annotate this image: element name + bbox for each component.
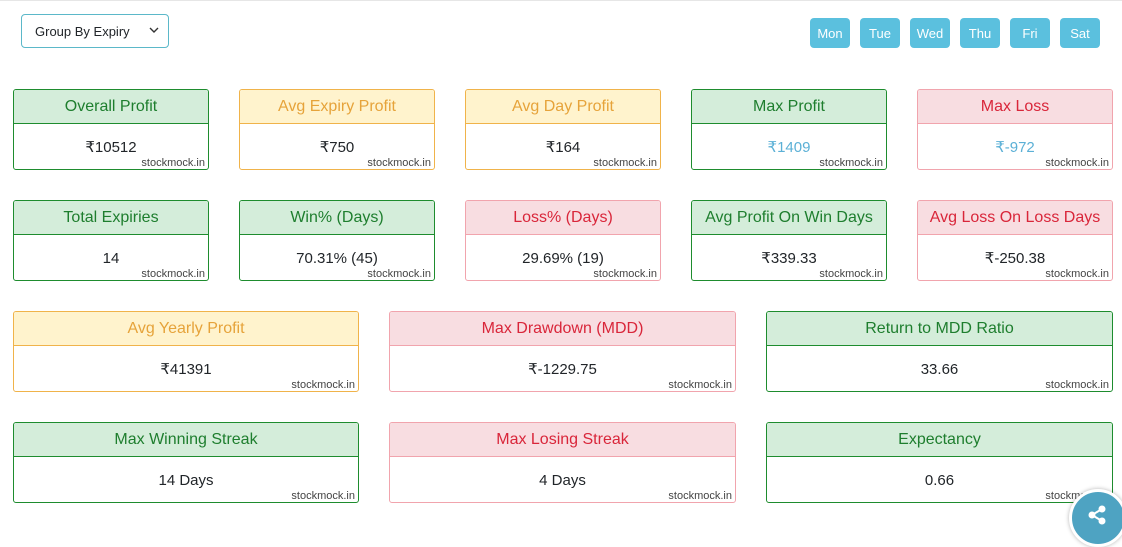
day-button-sat[interactable]: Sat bbox=[1060, 18, 1100, 48]
card-value: ₹10512 bbox=[85, 139, 137, 156]
day-button-tue[interactable]: Tue bbox=[860, 18, 900, 48]
day-button-mon[interactable]: Mon bbox=[810, 18, 850, 48]
card-title: Avg Profit On Win Days bbox=[692, 201, 886, 235]
card-value: ₹41391 bbox=[160, 361, 212, 378]
max-drawdown-card: Max Drawdown (MDD) ₹-1229.75 stockmock.in bbox=[389, 311, 736, 392]
avg-yearly-profit-card: Avg Yearly Profit ₹41391 stockmock.in bbox=[13, 311, 359, 392]
card-value: 14 bbox=[102, 249, 120, 267]
watermark: stockmock.in bbox=[291, 379, 355, 391]
card-value: ₹-1229.75 bbox=[528, 361, 597, 378]
return-mdd-ratio-card: Return to MDD Ratio 33.66 stockmock.in bbox=[766, 311, 1113, 392]
watermark: stockmock.in bbox=[593, 268, 657, 280]
card-value: 33.66 bbox=[920, 360, 959, 378]
watermark: stockmock.in bbox=[291, 490, 355, 502]
max-winning-streak-card: Max Winning Streak 14 Days stockmock.in bbox=[13, 422, 359, 503]
card-value: ₹164 bbox=[545, 139, 581, 156]
card-title: Loss% (Days) bbox=[466, 201, 660, 235]
card-value: ₹750 bbox=[319, 139, 355, 156]
card-title: Avg Loss On Loss Days bbox=[918, 201, 1112, 235]
chevron-down-icon bbox=[149, 27, 159, 33]
watermark: stockmock.in bbox=[668, 490, 732, 502]
card-title: Max Losing Streak bbox=[390, 423, 735, 457]
loss-percent-card: Loss% (Days) 29.69% (19) stockmock.in bbox=[465, 200, 661, 281]
card-value: 70.31% (45) bbox=[296, 249, 378, 267]
card-value: ₹339.33 bbox=[761, 250, 817, 267]
card-value-link[interactable]: ₹-972 bbox=[995, 139, 1035, 156]
card-value: 29.69% (19) bbox=[522, 249, 604, 267]
total-expiries-card: Total Expiries 14 stockmock.in bbox=[13, 200, 209, 281]
card-title: Avg Day Profit bbox=[466, 90, 660, 124]
watermark: stockmock.in bbox=[1045, 268, 1109, 280]
share-button[interactable] bbox=[1069, 489, 1122, 547]
card-title: Total Expiries bbox=[14, 201, 208, 235]
watermark: stockmock.in bbox=[1045, 379, 1109, 391]
day-button-fri[interactable]: Fri bbox=[1010, 18, 1050, 48]
max-loss-card: Max Loss ₹-972 stockmock.in bbox=[917, 89, 1113, 170]
card-title: Return to MDD Ratio bbox=[767, 312, 1112, 346]
day-button-thu[interactable]: Thu bbox=[960, 18, 1000, 48]
watermark: stockmock.in bbox=[593, 157, 657, 169]
card-title: Win% (Days) bbox=[240, 201, 434, 235]
watermark: stockmock.in bbox=[668, 379, 732, 391]
avg-profit-win-days-card: Avg Profit On Win Days ₹339.33 stockmock.… bbox=[691, 200, 887, 281]
watermark: stockmock.in bbox=[141, 268, 205, 280]
group-by-select[interactable]: Group By Expiry bbox=[21, 14, 169, 48]
share-icon bbox=[1088, 505, 1106, 525]
day-filter-group: Mon Tue Wed Thu Fri Sat bbox=[810, 18, 1100, 48]
watermark: stockmock.in bbox=[1045, 157, 1109, 169]
avg-loss-loss-days-card: Avg Loss On Loss Days ₹-250.38 stockmock.… bbox=[917, 200, 1113, 281]
card-title: Overall Profit bbox=[14, 90, 208, 124]
watermark: stockmock.in bbox=[141, 157, 205, 169]
card-title: Expectancy bbox=[767, 423, 1112, 457]
watermark: stockmock.in bbox=[819, 268, 883, 280]
card-title: Max Loss bbox=[918, 90, 1112, 124]
avg-day-profit-card: Avg Day Profit ₹164 stockmock.in bbox=[465, 89, 661, 170]
card-value: 14 Days bbox=[158, 471, 214, 489]
card-value: 4 Days bbox=[539, 471, 586, 489]
overall-profit-card: Overall Profit ₹10512 stockmock.in bbox=[13, 89, 209, 170]
avg-expiry-profit-card: Avg Expiry Profit ₹750 stockmock.in bbox=[239, 89, 435, 170]
watermark: stockmock.in bbox=[367, 268, 431, 280]
watermark: stockmock.in bbox=[819, 157, 883, 169]
card-value-link[interactable]: ₹1409 bbox=[767, 139, 811, 156]
max-profit-card: Max Profit ₹1409 stockmock.in bbox=[691, 89, 887, 170]
card-title: Max Winning Streak bbox=[14, 423, 358, 457]
watermark: stockmock.in bbox=[367, 157, 431, 169]
card-value: 0.66 bbox=[924, 471, 955, 489]
card-title: Avg Expiry Profit bbox=[240, 90, 434, 124]
group-by-select-value: Group By Expiry bbox=[35, 23, 130, 39]
card-title: Max Profit bbox=[692, 90, 886, 124]
max-losing-streak-card: Max Losing Streak 4 Days stockmock.in bbox=[389, 422, 736, 503]
day-button-wed[interactable]: Wed bbox=[910, 18, 950, 48]
card-value: ₹-250.38 bbox=[984, 250, 1046, 267]
card-title: Avg Yearly Profit bbox=[14, 312, 358, 346]
win-percent-card: Win% (Days) 70.31% (45) stockmock.in bbox=[239, 200, 435, 281]
card-title: Max Drawdown (MDD) bbox=[390, 312, 735, 346]
